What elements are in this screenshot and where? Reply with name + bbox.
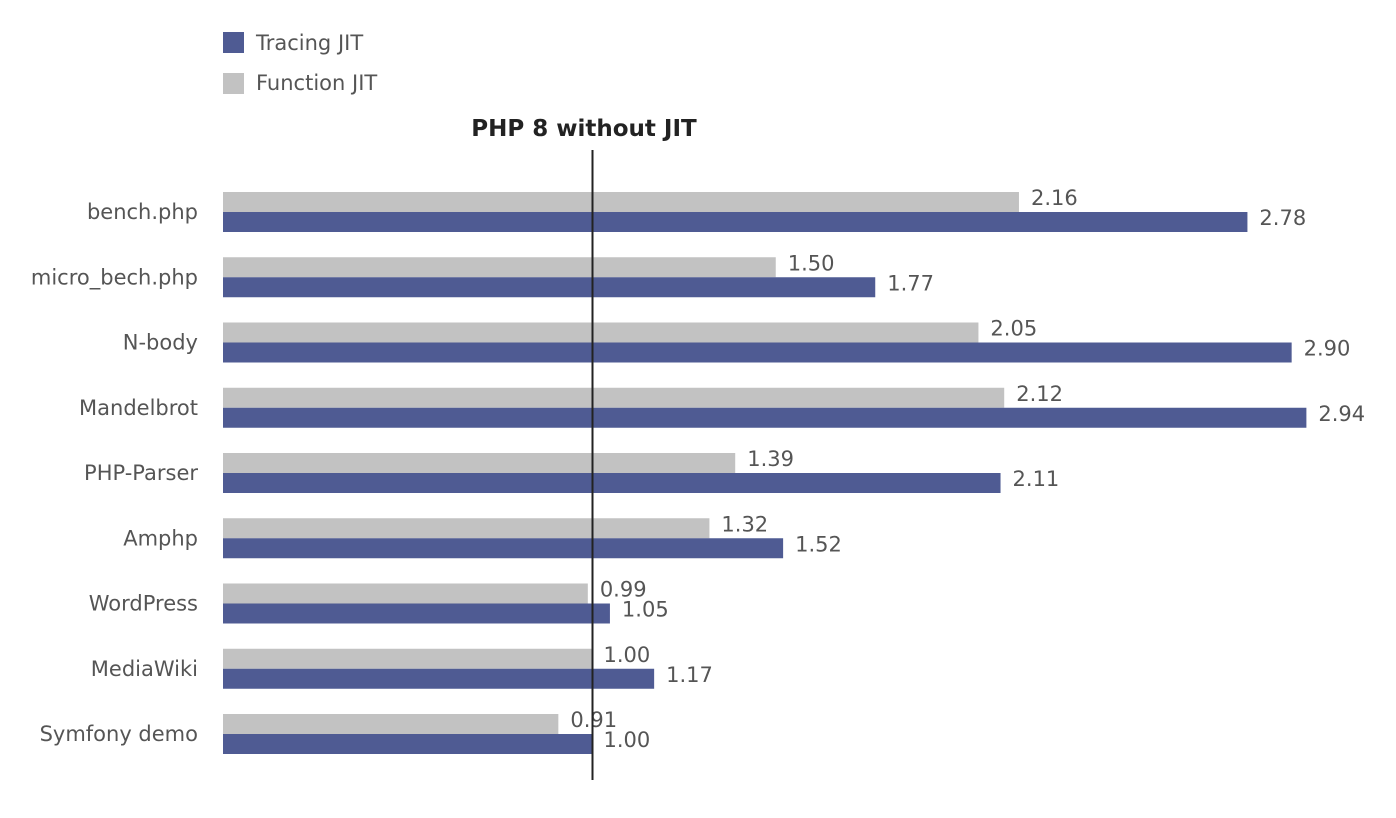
value-label-function-jit-wordpress: 0.99 bbox=[600, 578, 647, 602]
category-label-php-parser: PHP-Parser bbox=[84, 461, 198, 485]
bar-function-jit-mandelbrot bbox=[223, 387, 1005, 408]
value-label-function-jit-mandelbrot: 2.12 bbox=[1016, 382, 1063, 406]
legend-label-tracing-jit: Tracing JIT bbox=[255, 31, 363, 55]
bar-function-jit-bench-php bbox=[223, 192, 1019, 212]
value-label-tracing-jit-wordpress: 1.05 bbox=[622, 598, 669, 622]
category-labels: bench.php micro_bech.php N-body Mandelbrot P… bbox=[31, 200, 198, 746]
bar-function-jit-micro-bech-php bbox=[223, 257, 776, 278]
value-label-function-jit-n-body: 2.05 bbox=[990, 317, 1037, 341]
bar-tracing-jit-bench-php bbox=[223, 212, 1248, 232]
category-label-amphp: Amphp bbox=[123, 526, 198, 550]
legend: Tracing JIT Function JIT bbox=[223, 31, 377, 95]
category-label-mediawiki: MediaWiki bbox=[91, 657, 198, 681]
value-label-function-jit-symfony-demo: 0.91 bbox=[570, 708, 617, 732]
bar-function-jit-n-body bbox=[223, 322, 979, 343]
bars bbox=[223, 192, 1307, 754]
value-label-function-jit-php-parser: 1.39 bbox=[747, 447, 794, 471]
legend-swatch-function-jit bbox=[223, 73, 244, 94]
bar-tracing-jit-micro-bech-php bbox=[223, 277, 876, 298]
bar-function-jit-symfony-demo bbox=[223, 714, 559, 734]
category-label-micro-bech-php: micro_bech.php bbox=[31, 265, 198, 290]
bar-function-jit-mediawiki bbox=[223, 648, 592, 669]
value-label-tracing-jit-bench-php: 2.78 bbox=[1259, 206, 1306, 230]
category-label-bench-php: bench.php bbox=[87, 200, 198, 224]
category-label-n-body: N-body bbox=[123, 331, 198, 355]
value-label-tracing-jit-mandelbrot: 2.94 bbox=[1318, 402, 1365, 426]
value-label-function-jit-amphp: 1.32 bbox=[721, 512, 768, 536]
value-label-tracing-jit-micro-bech-php: 1.77 bbox=[887, 271, 934, 295]
bar-tracing-jit-mandelbrot bbox=[223, 407, 1307, 428]
value-label-tracing-jit-amphp: 1.52 bbox=[795, 532, 842, 556]
bar-tracing-jit-n-body bbox=[223, 342, 1292, 363]
value-label-function-jit-micro-bech-php: 1.50 bbox=[788, 251, 835, 275]
bar-tracing-jit-symfony-demo bbox=[223, 734, 592, 754]
category-label-mandelbrot: Mandelbrot bbox=[79, 396, 198, 420]
value-labels: 2.16 2.78 1.50 1.77 2.05 2.90 2.12 2.94 1.39 2.11… bbox=[570, 186, 1365, 752]
bar-tracing-jit-amphp bbox=[223, 538, 784, 559]
bar-function-jit-php-parser bbox=[223, 453, 736, 473]
category-label-symfony-demo: Symfony demo bbox=[40, 722, 198, 746]
category-label-wordpress: WordPress bbox=[89, 592, 198, 616]
value-label-function-jit-bench-php: 2.16 bbox=[1031, 186, 1078, 210]
legend-swatch-tracing-jit bbox=[223, 32, 244, 53]
value-label-tracing-jit-n-body: 2.90 bbox=[1304, 337, 1351, 361]
legend-label-function-jit: Function JIT bbox=[256, 71, 377, 95]
bar-function-jit-amphp bbox=[223, 518, 710, 539]
bar-tracing-jit-mediawiki bbox=[223, 668, 655, 689]
value-label-function-jit-mediawiki: 1.00 bbox=[604, 643, 651, 667]
value-label-tracing-jit-php-parser: 2.11 bbox=[1013, 467, 1060, 491]
bar-tracing-jit-wordpress bbox=[223, 603, 610, 624]
bar-function-jit-wordpress bbox=[223, 583, 588, 604]
bar-tracing-jit-php-parser bbox=[223, 473, 1001, 493]
value-label-tracing-jit-mediawiki: 1.17 bbox=[666, 663, 713, 687]
baseline-label: PHP 8 without JIT bbox=[471, 116, 697, 142]
value-label-tracing-jit-symfony-demo: 1.00 bbox=[604, 728, 651, 752]
